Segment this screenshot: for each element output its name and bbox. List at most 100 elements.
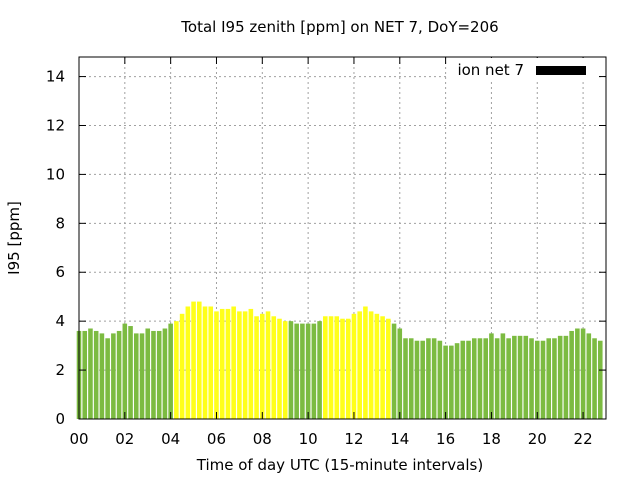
bar (363, 306, 368, 419)
bar (586, 333, 592, 419)
y-tick-label: 8 (55, 214, 65, 232)
bar (483, 338, 488, 419)
x-tick-label: 10 (299, 430, 318, 448)
bar (323, 316, 328, 419)
bar (197, 301, 202, 419)
bar (208, 306, 214, 419)
bar (374, 313, 380, 419)
bar (351, 313, 357, 419)
x-tick-label: 04 (161, 430, 180, 448)
x-tick-label: 06 (207, 430, 226, 448)
bar (300, 323, 305, 419)
bar (580, 328, 586, 419)
bar (357, 311, 362, 419)
bar (552, 338, 557, 419)
bar (145, 328, 151, 419)
bar (534, 340, 540, 419)
x-tick-label: 12 (344, 430, 363, 448)
bar (494, 338, 500, 419)
bar (93, 330, 99, 419)
bar (517, 335, 523, 419)
bar (294, 323, 299, 419)
bar (156, 330, 162, 419)
bar (88, 328, 93, 419)
bar (523, 335, 529, 419)
bar (174, 321, 179, 419)
bar (305, 323, 311, 419)
bar (466, 340, 471, 419)
bar (500, 333, 506, 419)
bar (529, 338, 534, 419)
bar (248, 308, 254, 419)
bar (368, 311, 374, 419)
y-tick-label: 2 (55, 361, 65, 379)
bar (557, 335, 563, 419)
bar (179, 313, 185, 419)
bar (477, 338, 483, 419)
bar (191, 301, 196, 419)
bar (563, 335, 569, 419)
x-tick-label: 08 (253, 430, 272, 448)
y-axis-ticks: 0 2 4 6 8 10 12 14 (46, 68, 606, 428)
x-tick-label: 20 (528, 430, 547, 448)
x-axis-label: Time of day UTC (15-minute intervals) (196, 456, 483, 474)
bar (311, 323, 317, 419)
bar (231, 306, 236, 419)
x-tick-label: 02 (115, 430, 134, 448)
bar (271, 316, 277, 419)
bar (454, 343, 460, 419)
bar (569, 330, 574, 419)
bar (317, 321, 322, 419)
bar (426, 338, 431, 419)
x-axis-ticks: 00 02 04 06 08 10 12 14 16 18 20 22 (69, 57, 593, 448)
legend-swatch (536, 66, 586, 75)
bar (99, 333, 105, 419)
bar (597, 340, 603, 419)
y-tick-label: 0 (55, 410, 65, 428)
legend-label: ion net 7 (457, 61, 524, 79)
bar (151, 330, 156, 419)
bar (437, 340, 443, 419)
bar (443, 345, 448, 419)
y-axis-label: I95 [ppm] (5, 201, 23, 275)
y-tick-label: 10 (46, 165, 65, 183)
bar (128, 326, 133, 419)
bar (225, 308, 231, 419)
bar (219, 308, 225, 419)
chart-title: Total I95 zenith [ppm] on NET 7, DoY=206 (180, 18, 498, 36)
bar (105, 338, 110, 419)
x-tick-label: 14 (390, 430, 409, 448)
bar (139, 333, 145, 419)
bar (277, 318, 282, 419)
y-tick-label: 14 (46, 68, 65, 86)
bar (386, 318, 391, 419)
bar (449, 345, 454, 419)
bars (76, 301, 603, 419)
bar (512, 335, 517, 419)
y-tick-label: 6 (55, 263, 65, 281)
x-tick-label: 16 (436, 430, 455, 448)
bar (282, 321, 288, 419)
bar (214, 311, 219, 419)
bar (122, 323, 128, 419)
bar (408, 338, 414, 419)
y-tick-label: 12 (46, 116, 65, 134)
bar (540, 340, 546, 419)
bar (546, 338, 552, 419)
bar (506, 338, 511, 419)
bar (111, 333, 116, 419)
x-tick-label: 00 (69, 430, 88, 448)
y-tick-label: 4 (55, 312, 65, 330)
bar (420, 340, 425, 419)
bar (471, 338, 477, 419)
bar (328, 316, 334, 419)
bar (340, 318, 345, 419)
bar (237, 311, 242, 419)
bar (391, 323, 397, 419)
bar (265, 311, 271, 419)
bar (133, 333, 139, 419)
bar (431, 338, 437, 419)
bar (254, 316, 259, 419)
x-tick-label: 22 (574, 430, 593, 448)
